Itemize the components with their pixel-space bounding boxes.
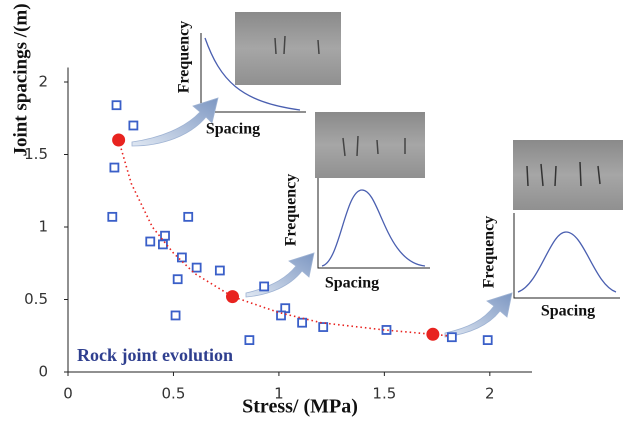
rock-photo	[513, 140, 623, 210]
y-tick-label: 1.5	[24, 145, 48, 163]
data-point	[170, 310, 181, 321]
annotation: Rock joint evolution	[77, 345, 233, 365]
arrow	[131, 97, 513, 338]
data-point	[259, 281, 270, 292]
data-point	[244, 335, 255, 346]
y-axis-label: Joint spacings /(m)	[10, 3, 31, 156]
data-point	[381, 325, 392, 335]
inset-y-label: Frequency	[176, 21, 193, 94]
data-point	[276, 310, 286, 321]
inset-x-label: Spacing	[325, 275, 379, 292]
inset-y-label: Frequency	[481, 216, 498, 289]
data-point	[172, 274, 183, 285]
y-tick-label: 1	[38, 218, 48, 236]
highlight-point	[226, 290, 240, 304]
data-point	[446, 332, 457, 343]
data-point	[183, 211, 194, 222]
data-point	[318, 322, 329, 332]
data-point	[482, 335, 493, 346]
x-tick-label: 0	[63, 385, 73, 403]
x-tick-label: 2	[485, 385, 495, 403]
x-tick-label: 0.5	[162, 385, 186, 403]
rock-photo	[315, 112, 425, 178]
data-point	[297, 317, 308, 328]
y-tick-label: 0	[38, 363, 48, 381]
data-point	[109, 162, 120, 173]
data-point	[107, 211, 118, 222]
inset-plot	[200, 33, 620, 299]
data-point	[111, 100, 122, 111]
x-tick-label: 1	[274, 385, 284, 403]
x-axis-label: Stress/ (MPa)	[242, 396, 358, 418]
inset-x-label: Spacing	[541, 303, 595, 320]
fit-curve	[117, 139, 448, 337]
rock-photo	[235, 12, 341, 85]
x-tick-label: 1.5	[372, 385, 396, 403]
y-tick-label: 2	[38, 73, 48, 91]
data-point	[214, 265, 225, 276]
y-tick-label: 0.5	[24, 290, 48, 308]
data-point	[145, 236, 156, 247]
highlight-point	[112, 133, 126, 147]
data-point	[176, 252, 187, 263]
data-point	[191, 262, 202, 273]
data-point	[128, 120, 139, 131]
inset-y-label: Frequency	[283, 174, 300, 247]
data-point	[158, 239, 168, 250]
highlight-point	[426, 327, 440, 341]
inset-x-label: Spacing	[206, 121, 260, 138]
